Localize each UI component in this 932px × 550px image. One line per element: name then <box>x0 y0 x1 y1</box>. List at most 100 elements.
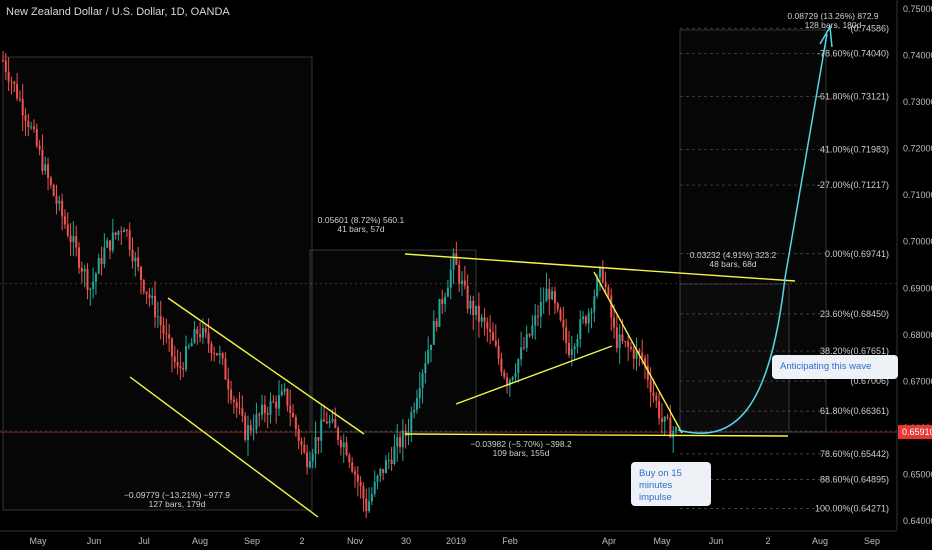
fib-level-label: 0.00%(0.69741) <box>825 249 889 259</box>
candles <box>2 51 677 519</box>
candle-body <box>514 372 517 378</box>
candle-body <box>303 445 306 453</box>
measure-label-line1: 0.03232 (4.91%) 323.2 <box>690 250 777 260</box>
measure-label-line2: 127 bars, 179d <box>149 499 206 509</box>
candle-body <box>629 346 632 349</box>
candle-body <box>396 437 399 447</box>
candle-body <box>587 312 590 324</box>
candle-body <box>230 389 233 400</box>
candle-body <box>162 324 165 334</box>
candle-body <box>255 414 258 430</box>
candle-body <box>272 401 275 403</box>
candle-body <box>404 430 407 436</box>
candle-body <box>446 287 449 297</box>
candle-body <box>199 334 202 338</box>
candle-body <box>131 249 134 262</box>
candle-body <box>472 300 475 316</box>
candle-body <box>627 341 630 347</box>
candle-body <box>317 437 320 441</box>
time-tick-label: Jun <box>87 536 102 546</box>
candle-body <box>165 333 168 335</box>
candle-body <box>123 229 126 233</box>
candle-body <box>47 164 50 178</box>
candle-body <box>263 404 266 414</box>
candle-body <box>120 231 123 233</box>
candle-body <box>480 317 483 322</box>
candle-body <box>134 257 137 262</box>
candle-body <box>201 328 204 338</box>
candle-body <box>13 81 16 84</box>
candle-body <box>137 257 140 267</box>
candle-body <box>522 347 525 349</box>
fib-level-label: 78.60%(0.65442) <box>820 449 889 459</box>
measure-label-line1: −0.09779 (−13.21%) −977.9 <box>124 490 230 500</box>
candle-body <box>125 229 128 231</box>
fib-level-label: 61.80%(0.66361) <box>820 406 889 416</box>
candle-body <box>280 391 283 396</box>
candle-body <box>646 365 649 380</box>
candle-body <box>444 296 447 305</box>
candle-body <box>30 126 33 128</box>
candle-body <box>452 253 455 270</box>
channel-lower-line <box>129 376 319 518</box>
candle-body <box>607 287 610 296</box>
candle-body <box>41 149 44 171</box>
candle-body <box>52 184 55 196</box>
candle-body <box>306 452 309 468</box>
candle-body <box>565 327 568 343</box>
candle-body <box>359 481 362 487</box>
candle-body <box>410 412 413 432</box>
candle-body <box>542 301 545 303</box>
wedge-lower-line <box>455 345 613 405</box>
candle-body <box>337 427 340 441</box>
candle-body <box>78 247 81 269</box>
candle-body <box>89 288 92 290</box>
candle-body <box>339 440 342 448</box>
candle-body <box>325 421 328 424</box>
candle-body <box>342 442 345 448</box>
candle-body <box>649 379 652 393</box>
candle-body <box>286 388 289 406</box>
candle-body <box>421 373 424 389</box>
callout-line-2: minutes impulse <box>639 480 673 503</box>
candle-body <box>49 177 52 185</box>
candle-body <box>672 430 675 438</box>
candle-body <box>283 388 286 392</box>
candle-body <box>173 356 176 363</box>
candle-body <box>275 401 278 409</box>
candle-body <box>458 264 461 284</box>
candle-body <box>503 371 506 378</box>
candle-body <box>466 285 469 309</box>
projection-curve <box>677 33 828 434</box>
buy-signal-callout: Buy on 15 minutes impulse <box>631 462 711 506</box>
candle-body <box>632 348 635 359</box>
fib-level-label: 88.60%(0.64895) <box>820 474 889 484</box>
time-axis: May Jun Jul Aug Sep 2 Nov 30 2019 Feb Apr May Jun 2 Au… <box>0 530 897 546</box>
candle-body <box>311 453 314 462</box>
candle-body <box>75 236 78 248</box>
candle-body <box>486 322 489 329</box>
candle-body <box>269 401 272 415</box>
time-tick-label: May <box>653 536 671 546</box>
candle-body <box>216 353 219 356</box>
anticipating-wave-callout: Anticipating this wave <box>772 355 898 379</box>
time-tick-label: Sep <box>244 536 260 546</box>
candle-body <box>100 258 103 265</box>
candle-body <box>55 195 58 204</box>
candle-body <box>300 440 303 446</box>
candle-body <box>179 366 182 369</box>
candle-body <box>92 281 95 289</box>
candle-body <box>83 269 86 272</box>
candle-body <box>97 258 100 274</box>
current-price-value: 0.65910 <box>902 427 932 437</box>
candle-body <box>491 332 494 341</box>
candle-body <box>610 295 613 318</box>
candle-body <box>106 240 109 248</box>
candle-body <box>277 395 280 409</box>
projection-arrow-head <box>819 24 833 48</box>
candle-body <box>539 302 542 317</box>
candle-body <box>584 316 587 324</box>
